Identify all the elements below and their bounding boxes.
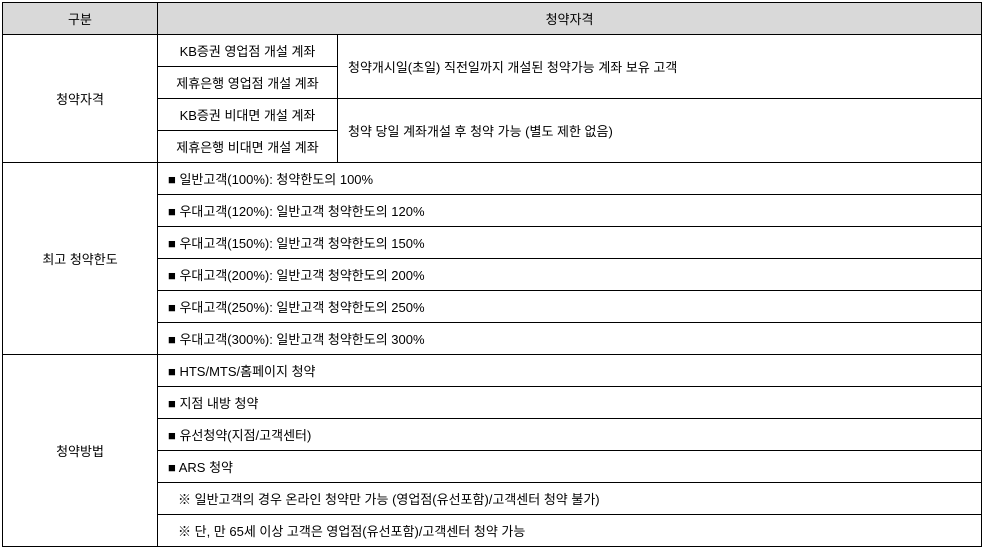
section2-row-3: ■ 우대고객(200%): 일반고객 청약한도의 200% xyxy=(158,259,982,291)
section2-row-5: ■ 우대고객(300%): 일반고객 청약한도의 300% xyxy=(158,323,982,355)
section3-row-5: ※ 단, 만 65세 이상 고객은 영업점(유선포함)/고객센터 청약 가능 xyxy=(158,515,982,547)
table-row: 최고 청약한도 ■ 일반고객(100%): 청약한도의 100% xyxy=(3,163,982,195)
header-category: 구분 xyxy=(3,3,158,35)
section2-row-4: ■ 우대고객(250%): 일반고객 청약한도의 250% xyxy=(158,291,982,323)
table-row: 청약자격 KB증권 영업점 개설 계좌 청약개시일(초일) 직전일까지 개설된 … xyxy=(3,35,982,67)
eligibility-table: 구분 청약자격 청약자격 KB증권 영업점 개설 계좌 청약개시일(초일) 직전… xyxy=(2,2,982,547)
section2-row-2: ■ 우대고객(150%): 일반고객 청약한도의 150% xyxy=(158,227,982,259)
section1-desc-1: 청약 당일 계좌개설 후 청약 가능 (별도 제한 없음) xyxy=(338,99,982,163)
section1-sub-0: KB증권 영업점 개설 계좌 xyxy=(158,35,338,67)
header-eligibility: 청약자격 xyxy=(158,3,982,35)
section3-label: 청약방법 xyxy=(3,355,158,547)
section3-row-1: ■ 지점 내방 청약 xyxy=(158,387,982,419)
section3-row-3: ■ ARS 청약 xyxy=(158,451,982,483)
section1-label: 청약자격 xyxy=(3,35,158,163)
section2-row-1: ■ 우대고객(120%): 일반고객 청약한도의 120% xyxy=(158,195,982,227)
table-row: 청약방법 ■ HTS/MTS/홈페이지 청약 xyxy=(3,355,982,387)
section1-sub-2: KB증권 비대면 개설 계좌 xyxy=(158,99,338,131)
section1-desc-0: 청약개시일(초일) 직전일까지 개설된 청약가능 계좌 보유 고객 xyxy=(338,35,982,99)
section3-row-0: ■ HTS/MTS/홈페이지 청약 xyxy=(158,355,982,387)
section1-sub-1: 제휴은행 영업점 개설 계좌 xyxy=(158,67,338,99)
section3-row-4: ※ 일반고객의 경우 온라인 청약만 가능 (영업점(유선포함)/고객센터 청약… xyxy=(158,483,982,515)
section2-row-0: ■ 일반고객(100%): 청약한도의 100% xyxy=(158,163,982,195)
section2-label: 최고 청약한도 xyxy=(3,163,158,355)
section1-sub-3: 제휴은행 비대면 개설 계좌 xyxy=(158,131,338,163)
table-header-row: 구분 청약자격 xyxy=(3,3,982,35)
section3-row-2: ■ 유선청약(지점/고객센터) xyxy=(158,419,982,451)
